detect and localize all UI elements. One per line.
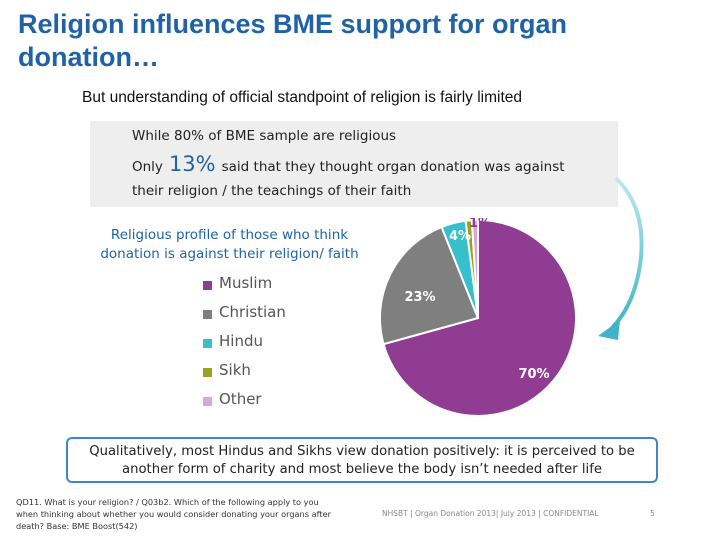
highlight-line-2-text: said that they thought organ donation wa… bbox=[221, 159, 565, 175]
legend-swatch bbox=[203, 281, 212, 290]
page-number: 5 bbox=[650, 509, 655, 518]
curved-arrow-icon bbox=[598, 176, 644, 340]
pie-data-label: 1% bbox=[469, 218, 491, 231]
pie-slice-muslim bbox=[382, 218, 577, 417]
pie-data-label: 1% bbox=[489, 235, 511, 250]
pie-chart: 70%23%4%1%1% bbox=[379, 218, 577, 417]
legend-swatch bbox=[203, 339, 212, 348]
highlight-line-2: Only 13% said that they thought organ dona… bbox=[132, 152, 565, 176]
qualitative-note-box: Qualitatively, most Hindus and Sikhs vie… bbox=[66, 437, 658, 483]
legend-label: Hindu bbox=[219, 332, 263, 350]
page-title: Religion influences BME support for orga… bbox=[18, 9, 568, 72]
legend-label: Other bbox=[219, 390, 262, 408]
highlight-line-3: their religion / the teachings of their … bbox=[132, 183, 412, 199]
legend-swatch bbox=[203, 397, 212, 406]
highlight-box: While 80% of BME sample are religious On… bbox=[90, 121, 618, 207]
pie-data-label: 70% bbox=[518, 367, 549, 382]
qualitative-note: Qualitatively, most Hindus and Sikhs vie… bbox=[89, 444, 635, 477]
legend-label: Muslim bbox=[219, 274, 273, 292]
pie-slice-christian bbox=[379, 225, 480, 346]
pie-slice-other bbox=[470, 218, 479, 319]
legend-label: Sikh bbox=[219, 361, 251, 379]
pie-data-label: 23% bbox=[404, 290, 435, 305]
legend-swatch bbox=[203, 310, 212, 319]
legend-label: Christian bbox=[219, 303, 286, 321]
pie-data-label: 4% bbox=[449, 229, 471, 244]
highlight-only: Only bbox=[132, 159, 163, 175]
subtitle: But understanding of official standpoint… bbox=[82, 89, 522, 106]
highlight-line-1: While 80% of BME sample are religious bbox=[132, 128, 397, 144]
legend-swatch bbox=[203, 368, 212, 377]
footnote: QD11. What is your religion? / Q03b2. Wh… bbox=[16, 497, 331, 531]
footer-text: NHSBT | Organ Donation 2013| July 2013 |… bbox=[382, 509, 599, 518]
highlight-percent: 13% bbox=[168, 152, 216, 176]
chart-caption: Religious profile of those who think don… bbox=[100, 227, 359, 262]
